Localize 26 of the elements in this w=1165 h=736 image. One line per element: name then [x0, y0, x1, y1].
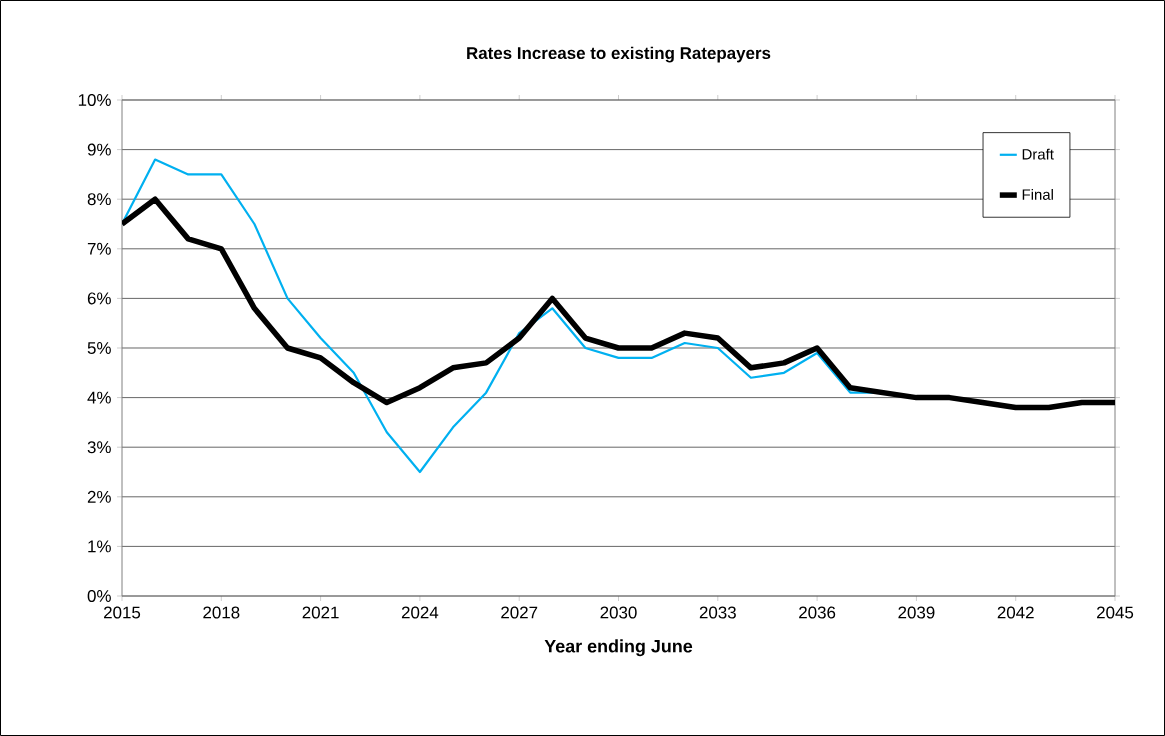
x-tick-label: 2039	[898, 606, 935, 619]
x-axis-title: Year ending June	[544, 639, 693, 657]
y-tick-label: 5%	[87, 342, 111, 354]
y-tick-label: 4%	[87, 391, 111, 404]
y-tick-label: 6%	[87, 292, 111, 305]
x-tick-label: 2042	[997, 606, 1034, 619]
y-tick-label: 3%	[87, 441, 111, 454]
y-tick-label: 1%	[88, 540, 111, 553]
x-tick-label: 2030	[600, 606, 637, 619]
x-tick-label: 2045	[1097, 606, 1134, 619]
y-tick-label: 9%	[87, 143, 111, 156]
x-tick-label: 2018	[203, 606, 240, 619]
y-tick-label: 2%	[87, 490, 111, 503]
x-tick-label: 2036	[799, 606, 836, 619]
x-tick-label: 2027	[501, 606, 538, 619]
chart-title: Rates Increase to existing Ratepayers	[467, 46, 771, 63]
y-tick-label: 10%	[78, 94, 111, 106]
x-tick-label: 2033	[699, 606, 736, 619]
x-tick-label: 2024	[401, 606, 439, 619]
x-tick-label: 2021	[302, 606, 339, 619]
legend-label: Final	[1022, 188, 1053, 200]
x-tick-label: 2015	[104, 606, 141, 619]
legend-label: Draft	[1022, 148, 1054, 160]
y-tick-label: 8%	[87, 193, 111, 206]
y-tick-label: 7%	[87, 242, 111, 255]
y-tick-label: 0%	[87, 590, 111, 602]
